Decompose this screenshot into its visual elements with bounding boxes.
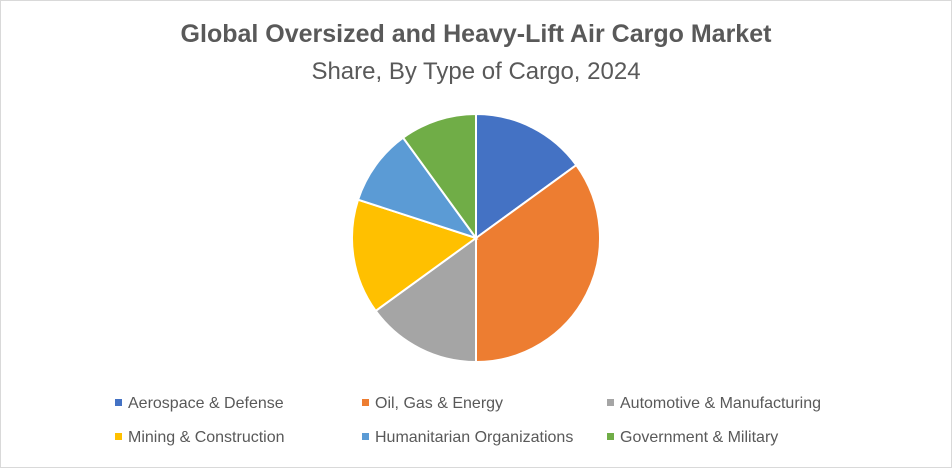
legend-label: Government & Military [620,429,779,446]
pie-slice-automotive-manufacturing [374,236,477,364]
legend-swatch [607,399,614,407]
legend-item: Humanitarian Organizations [362,429,573,447]
legend-item: Mining & Construction [115,429,285,447]
legend-item: Aerospace & Defense [115,395,284,413]
legend-label: Automotive & Manufacturing [620,395,821,412]
pie-slice-humanitarian-organizations [356,136,479,240]
pie-slice-aerospace-defense [475,112,578,240]
legend-label: Aerospace & Defense [128,395,284,412]
pie-slice-mining-construction [351,198,479,313]
legend-swatch [115,433,122,441]
pie-slice-government-military [401,112,477,242]
legend-item: Automotive & Manufacturing [607,395,821,413]
legend-label: Humanitarian Organizations [375,429,574,446]
legend-item: Government & Military [607,429,778,447]
legend-swatch [607,433,614,441]
legend-label: Mining & Construction [128,429,285,446]
legend-swatch [362,433,369,441]
legend-swatch [115,399,122,407]
pie-slice-oil-gas-energy [475,163,601,364]
legend-swatch [362,399,369,407]
chart-title: Global Oversized and Heavy-Lift Air Carg… [180,20,772,48]
legend-item: Oil, Gas & Energy [362,395,503,413]
legend-label: Oil, Gas & Energy [375,395,504,412]
chart-subtitle: Share, By Type of Cargo, 2024 [311,58,641,85]
